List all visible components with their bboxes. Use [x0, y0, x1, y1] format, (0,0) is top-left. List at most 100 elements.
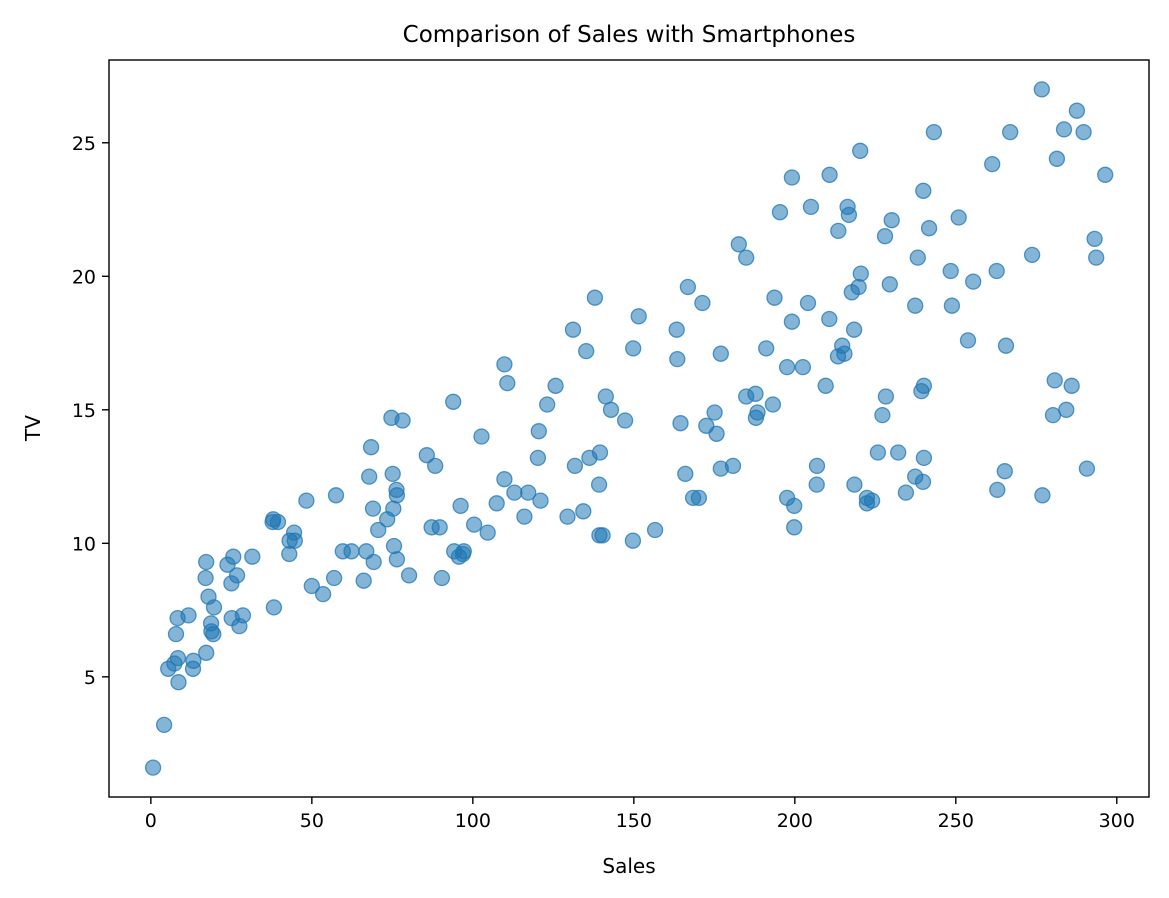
data-point: [708, 425, 725, 442]
data-point: [630, 308, 647, 325]
x-tick-label: 50: [300, 810, 324, 832]
data-point: [863, 492, 881, 509]
data-point: [578, 342, 595, 360]
data-point: [852, 265, 869, 282]
x-tick-label: 100: [455, 810, 491, 832]
data-point: [724, 457, 742, 475]
data-point: [228, 567, 246, 584]
data-point: [942, 262, 959, 280]
data-point: [452, 497, 469, 515]
data-point: [590, 476, 608, 493]
data-point: [167, 625, 185, 643]
data-point: [668, 321, 685, 338]
data-point: [365, 553, 382, 571]
data-point: [1023, 246, 1041, 264]
data-point: [325, 569, 343, 587]
y-axis-label: TV: [21, 415, 45, 442]
data-point: [479, 524, 496, 541]
data-point: [997, 337, 1015, 354]
data-point: [364, 500, 382, 517]
data-point: [343, 543, 360, 560]
data-point: [925, 123, 943, 141]
data-point: [1086, 230, 1103, 248]
data-point: [180, 607, 197, 624]
data-point: [394, 412, 411, 429]
data-point: [1002, 123, 1019, 141]
data-point: [672, 415, 689, 432]
x-tick-label: 300: [1099, 810, 1135, 832]
data-point: [384, 465, 401, 483]
data-point: [265, 599, 283, 616]
data-point: [1034, 487, 1051, 504]
data-point: [286, 532, 303, 549]
data-point: [433, 569, 451, 587]
y-tick-label: 20: [72, 266, 96, 288]
data-point: [821, 310, 838, 328]
data-point: [909, 249, 926, 266]
data-point: [794, 358, 812, 376]
data-point: [694, 294, 711, 312]
data-point: [817, 377, 834, 394]
data-point: [1055, 121, 1073, 138]
data-point: [874, 406, 891, 424]
data-point: [706, 404, 723, 421]
data-point: [845, 321, 863, 338]
y-tick-label: 15: [72, 400, 96, 422]
data-point: [529, 449, 547, 467]
chart-title: Comparison of Sales with Smartphones: [403, 22, 856, 48]
data-point: [920, 220, 938, 237]
data-point: [616, 412, 634, 429]
data-point: [959, 332, 977, 349]
data-point: [996, 463, 1013, 480]
data-point: [890, 444, 907, 461]
data-point: [830, 222, 847, 240]
data-point: [327, 487, 345, 504]
data-point: [594, 527, 611, 544]
data-point: [314, 585, 332, 603]
data-point: [575, 503, 592, 520]
data-point: [559, 508, 576, 525]
data-point: [155, 716, 173, 734]
data-point: [431, 519, 448, 536]
data-point: [234, 607, 252, 624]
data-point: [778, 358, 796, 376]
data-point: [799, 294, 817, 312]
points-layer: [144, 81, 1114, 776]
data-point: [989, 481, 1006, 499]
data-point: [679, 278, 697, 296]
data-point: [385, 500, 402, 517]
ticks-layer: 0 50 100 150 200 250 300 5 10 15 20 25: [72, 133, 1135, 832]
data-point: [669, 350, 686, 368]
data-point: [786, 497, 803, 515]
data-point: [758, 340, 775, 357]
data-point: [532, 492, 549, 509]
data-point: [821, 166, 838, 183]
y-tick-label: 10: [72, 533, 96, 555]
data-point: [877, 388, 895, 405]
data-point: [564, 321, 582, 338]
data-point: [677, 465, 694, 483]
data-point: [520, 484, 537, 501]
data-point: [566, 457, 584, 475]
data-point: [786, 519, 803, 536]
data-point: [914, 473, 932, 491]
data-point: [198, 553, 215, 571]
data-point: [586, 289, 604, 306]
data-point: [539, 396, 556, 413]
data-point: [303, 577, 320, 595]
data-point: [1033, 81, 1050, 98]
data-point: [499, 374, 516, 392]
data-point: [1048, 150, 1066, 167]
data-point: [766, 289, 783, 306]
data-point: [730, 236, 747, 253]
data-point: [506, 484, 523, 501]
data-point: [170, 674, 187, 691]
data-point: [269, 513, 287, 531]
data-point: [915, 377, 933, 394]
data-point: [783, 169, 801, 186]
data-point: [1097, 166, 1114, 183]
data-point: [846, 476, 863, 493]
data-point: [712, 345, 729, 362]
data-point: [169, 649, 187, 667]
